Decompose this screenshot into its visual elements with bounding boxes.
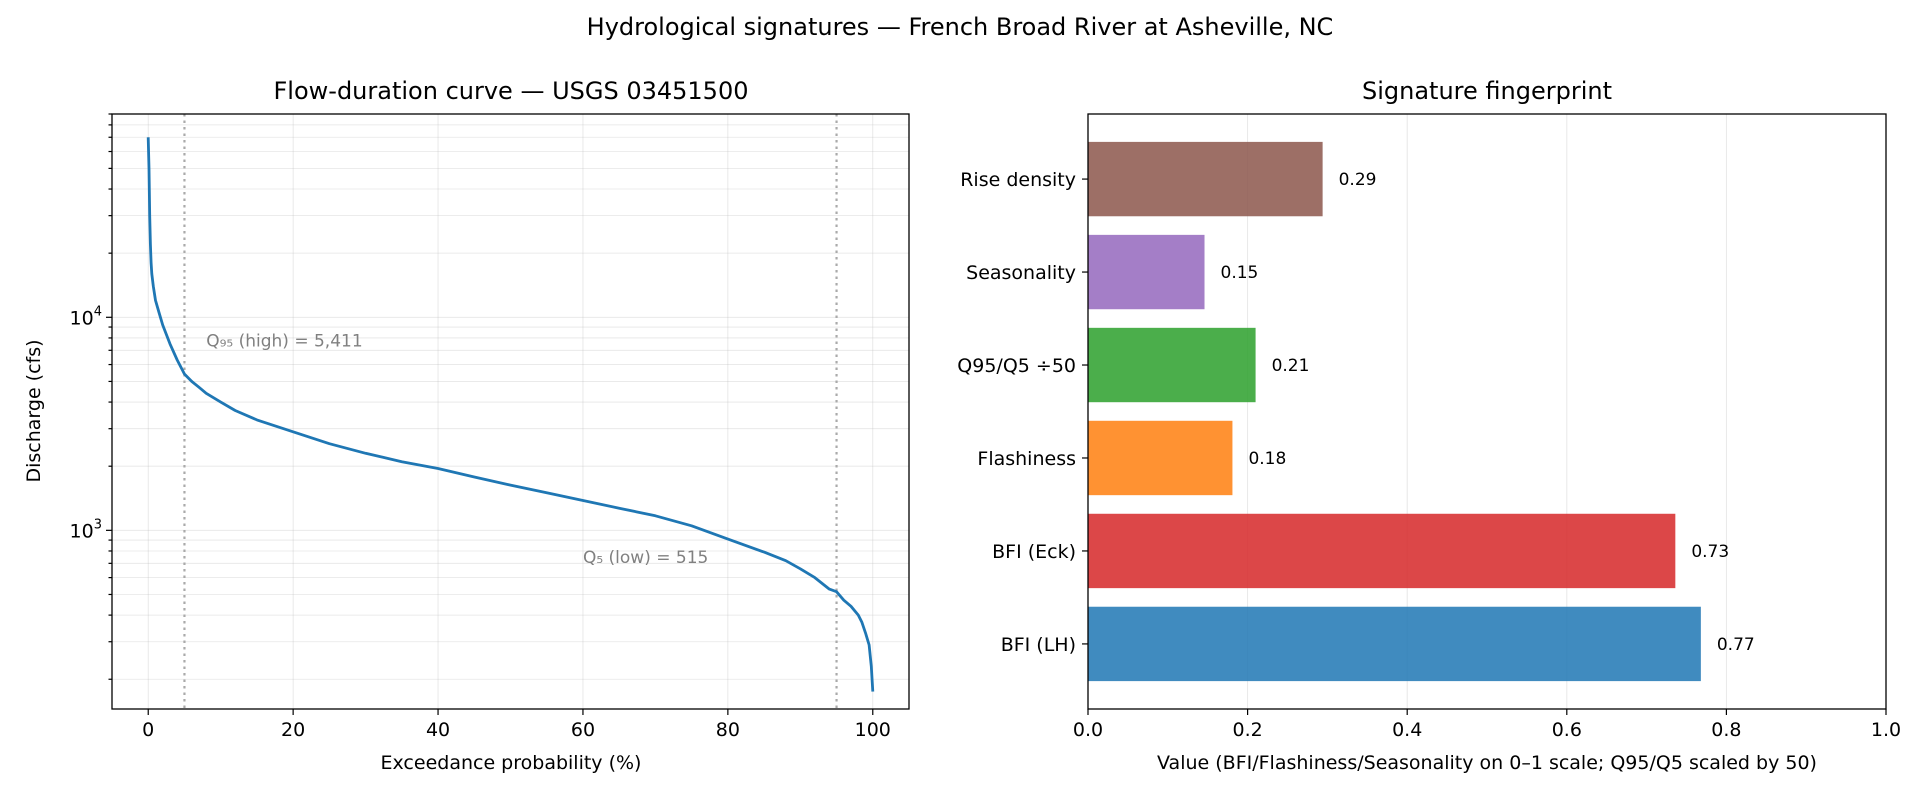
bar-value-label-1: 0.73 xyxy=(1691,542,1729,562)
reference-annotations: Q₉₅ (high) = 5,411 Q₅ (low) = 515 xyxy=(206,331,708,568)
x-tick-label-2: 40 xyxy=(426,719,450,741)
bar-value-label-3: 0.21 xyxy=(1272,356,1310,376)
x-tick-label-1: 20 xyxy=(281,719,305,741)
flow-duration-ylabel: Discharge (cfs) xyxy=(23,339,45,482)
bar-value-label-0: 0.77 xyxy=(1717,635,1755,655)
x-tick-label-5: 100 xyxy=(855,719,891,741)
category-label-4: Seasonality xyxy=(966,262,1076,284)
flow-duration-ticks: 0 20 40 60 80 100 103 104 xyxy=(70,113,891,741)
bar-1 xyxy=(1088,513,1676,589)
flow-duration-frame xyxy=(111,113,910,710)
flow-duration-line xyxy=(146,137,875,692)
category-label-1: BFI (Eck) xyxy=(992,541,1076,563)
fingerprint-xlabel: Value (BFI/Flashiness/Seasonality on 0–1… xyxy=(1157,752,1817,774)
bar-value-label-4: 0.15 xyxy=(1221,263,1259,283)
category-label-5: Rise density xyxy=(960,169,1076,191)
category-label-2: Flashiness xyxy=(977,448,1076,470)
signature-fingerprint-chart: Signature fingerprint 0.770.730.180.210.… xyxy=(957,77,1901,774)
x-tick-label-1: 0.2 xyxy=(1232,719,1262,741)
y-tick-label-1: 104 xyxy=(70,304,102,329)
x-tick-label-0: 0 xyxy=(142,719,154,741)
fingerprint-title: Signature fingerprint xyxy=(1362,77,1612,105)
flow-duration-xlabel: Exceedance probability (%) xyxy=(381,752,642,774)
x-tick-label-4: 0.8 xyxy=(1711,719,1741,741)
fingerprint-bars: 0.77 0.73 0.18 0.21 0.15 0.29 xyxy=(1088,141,1755,682)
bar-value-label-2: 0.18 xyxy=(1248,449,1286,469)
figure-title: Hydrological signatures — French Broad R… xyxy=(587,13,1334,41)
reference-label-0: Q₉₅ (high) = 5,411 xyxy=(206,331,362,351)
x-tick-label-4: 80 xyxy=(716,719,740,741)
bar-0 xyxy=(1088,606,1701,682)
bar-5 xyxy=(1088,141,1323,217)
fingerprint-frame xyxy=(1087,113,1887,710)
fingerprint-ticks: BFI (LH) BFI (Eck) Flashiness Q95/Q5 ÷50 Sea… xyxy=(957,169,1901,741)
flow-duration-title: Flow-duration curve — USGS 03451500 xyxy=(274,77,749,105)
x-tick-label-5: 1.0 xyxy=(1871,719,1901,741)
y-tick-label-0: 103 xyxy=(70,517,102,542)
x-tick-label-3: 0.6 xyxy=(1552,719,1582,741)
bar-2 xyxy=(1088,420,1233,496)
flow-duration-chart: Flow-duration curve — USGS 03451500 Q₉₅ … xyxy=(23,77,910,774)
bar-value-label-5: 0.29 xyxy=(1339,170,1377,190)
reference-label-1: Q₅ (low) = 515 xyxy=(583,548,708,568)
reference-lines xyxy=(183,114,838,709)
x-tick-label-0: 0.0 xyxy=(1073,719,1103,741)
flow-duration-grid xyxy=(112,113,909,709)
x-tick-label-3: 60 xyxy=(571,719,595,741)
bar-4 xyxy=(1088,234,1205,310)
bar-3 xyxy=(1088,327,1256,403)
category-label-3: Q95/Q5 ÷50 xyxy=(957,355,1076,377)
x-tick-label-2: 0.4 xyxy=(1392,719,1422,741)
category-label-0: BFI (LH) xyxy=(1001,634,1076,656)
